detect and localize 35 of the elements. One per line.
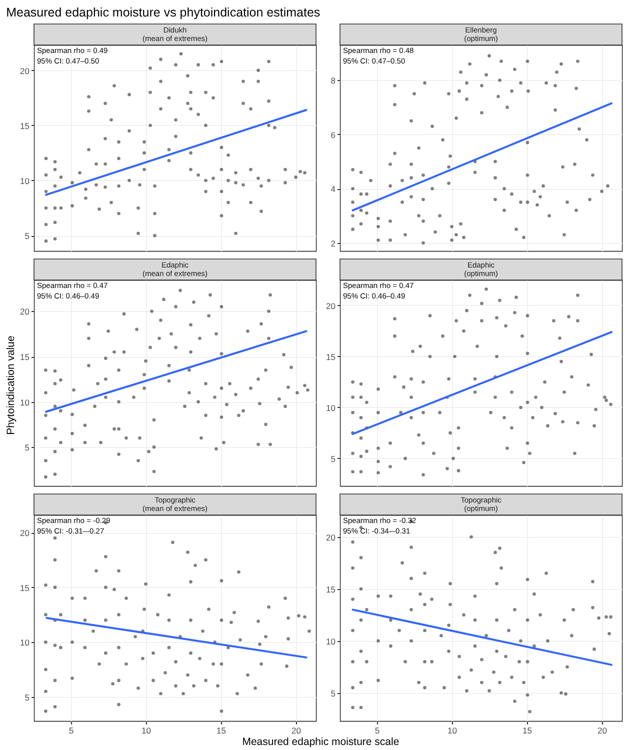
y-tick-label: 20 bbox=[326, 300, 336, 311]
y-tick-label: 5 bbox=[330, 454, 336, 464]
text: Measured edaphic moisture vs phytoindication estimates bbox=[6, 6, 320, 20]
x-tick-label: 20 bbox=[598, 726, 608, 736]
x-axis-title: Measured edaphic moisture scale bbox=[242, 736, 400, 748]
y-tick-label: 20 bbox=[326, 532, 336, 542]
x-tick-label: 5 bbox=[68, 726, 74, 736]
y-tick-label: 20 bbox=[20, 66, 30, 76]
y-tick-label: 5 bbox=[330, 688, 336, 698]
y-tick-label: 20 bbox=[20, 306, 30, 317]
y-tick-label: 4 bbox=[330, 184, 336, 194]
y-tick-label: 5 bbox=[24, 442, 30, 453]
y-tick-label: 15 bbox=[20, 352, 30, 362]
y-tick-label: 10 bbox=[20, 176, 30, 186]
x-tick-label: 15 bbox=[522, 726, 532, 736]
x-tick-label: 10 bbox=[142, 726, 152, 736]
y-tick-label: 8 bbox=[330, 76, 336, 86]
y-tick-label: 15 bbox=[20, 120, 30, 131]
y-tick-label: 15 bbox=[20, 582, 30, 593]
y-tick-label: 15 bbox=[326, 352, 336, 362]
x-tick-label: 5 bbox=[374, 726, 380, 736]
y-tick-label: 5 bbox=[24, 231, 30, 242]
y-tick-label: 5 bbox=[24, 692, 30, 702]
x-tick-label: 15 bbox=[216, 726, 226, 736]
y-tick-label: 6 bbox=[330, 130, 336, 140]
y-tick-label: 10 bbox=[326, 636, 336, 646]
y-tick-label: 2 bbox=[330, 238, 336, 248]
y-axis-title: Phytoindication value bbox=[5, 336, 18, 435]
y-tick-label: 10 bbox=[20, 397, 30, 408]
y-tick-label: 10 bbox=[20, 638, 30, 648]
x-tick-label: 20 bbox=[292, 726, 302, 736]
x-tick-label: 10 bbox=[448, 726, 458, 736]
y-tick-label: 15 bbox=[326, 584, 336, 594]
y-tick-label: 10 bbox=[326, 402, 336, 413]
y-tick-label: 20 bbox=[20, 528, 30, 538]
